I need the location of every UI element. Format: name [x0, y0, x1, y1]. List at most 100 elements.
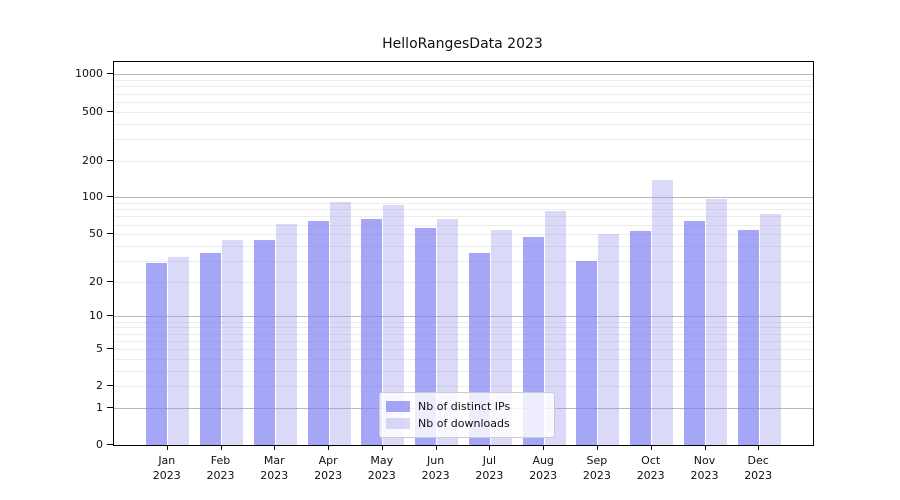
legend-label-downloads: Nb of downloads	[418, 417, 510, 430]
legend-label-distinct-ips: Nb of distinct IPs	[418, 400, 511, 413]
bar-nb-of-distinct-ips-may	[361, 219, 383, 445]
x-tick-mark-apr	[328, 446, 330, 450]
bar-nb-of-downloads-jul	[490, 230, 512, 445]
y-tick-label-2: 2	[96, 379, 103, 393]
grid-line-minor-300	[114, 138, 813, 140]
x-tick-mark-feb	[220, 446, 222, 450]
bar-nb-of-distinct-ips-feb	[200, 252, 221, 445]
y-tick-label-10: 10	[89, 309, 103, 323]
grid-line-major-100	[114, 197, 813, 199]
grid-line-minor-4	[114, 358, 813, 360]
grid-line-minor-90	[114, 203, 813, 204]
legend: Nb of distinct IPs Nb of downloads	[379, 392, 555, 438]
y-tick-mark-5	[107, 347, 113, 349]
x-tick-label-jan: Jan 2023	[137, 453, 197, 483]
legend-swatch-downloads	[386, 418, 410, 429]
x-tick-label-mar: Mar 2023	[244, 453, 304, 483]
x-tick-mark-may	[381, 446, 383, 450]
bar-nb-of-downloads-oct	[652, 179, 674, 445]
bar-nb-of-downloads-feb	[222, 239, 243, 445]
grid-line-minor-7	[114, 333, 813, 335]
grid-line-minor-80	[114, 209, 813, 211]
grid-line-minor-2	[114, 386, 813, 388]
grid-line-minor-9	[114, 321, 813, 323]
bar-nb-of-distinct-ips-oct	[630, 231, 652, 445]
x-tick-year-may: 2023	[367, 469, 396, 482]
grid-line-minor-8	[114, 327, 813, 329]
bar-nb-of-downloads-dec	[759, 214, 781, 445]
grid-line-major-10	[114, 316, 813, 318]
grid-line-minor-600	[114, 101, 813, 103]
bar-nb-of-distinct-ips-sep	[576, 260, 598, 445]
y-tick-label-5: 5	[96, 341, 103, 355]
y-tick-mark-1	[107, 406, 113, 408]
bar-nb-of-downloads-jun	[437, 218, 459, 445]
x-tick-year-mar: 2023	[260, 469, 289, 482]
x-tick-month-aug: Aug	[532, 454, 554, 467]
legend-item-distinct-ips: Nb of distinct IPs	[386, 398, 546, 415]
grid-line-minor-800	[114, 86, 813, 88]
x-tick-mark-mar	[274, 446, 276, 450]
x-tick-label-feb: Feb 2023	[191, 453, 251, 483]
y-tick-mark-50	[107, 233, 113, 235]
y-tick-label-50: 50	[89, 227, 103, 241]
y-tick-label-500: 500	[82, 104, 103, 118]
bar-nb-of-downloads-sep	[598, 234, 620, 445]
bar-nb-of-distinct-ips-jan	[146, 262, 168, 445]
x-tick-year-oct: 2023	[636, 469, 665, 482]
x-tick-month-jun: Jun	[427, 454, 445, 467]
bar-nb-of-downloads-nov	[706, 198, 727, 445]
y-tick-mark-500	[107, 110, 113, 112]
x-tick-label-jul: Jul 2023	[459, 453, 519, 483]
x-tick-month-oct: Oct	[641, 454, 661, 467]
bar-nb-of-downloads-may	[383, 204, 405, 445]
grid-line-minor-6	[114, 340, 813, 342]
grid-line-minor-40	[114, 245, 813, 247]
bar-nb-of-downloads-aug	[544, 210, 566, 445]
bar-nb-of-distinct-ips-dec	[737, 230, 759, 445]
x-tick-year-jan: 2023	[152, 469, 181, 482]
x-tick-mark-aug	[543, 446, 545, 450]
legend-swatch-distinct-ips	[386, 401, 410, 412]
grid-line-minor-700	[114, 93, 813, 95]
plot-area	[113, 61, 814, 446]
y-tick-mark-20	[107, 280, 113, 282]
x-tick-label-sep: Sep 2023	[567, 453, 627, 483]
bar-nb-of-downloads-jan	[168, 257, 190, 445]
y-tick-mark-10	[107, 315, 113, 317]
grid-line-minor-3	[114, 370, 813, 372]
x-tick-month-mar: Mar	[263, 454, 285, 467]
x-tick-month-may: May	[370, 454, 394, 467]
grid-line-minor-70	[114, 216, 813, 218]
y-tick-mark-0	[107, 444, 113, 445]
grid-line-minor-400	[114, 123, 813, 125]
grid-line-minor-900	[114, 80, 813, 81]
y-tick-label-100: 100	[82, 190, 103, 204]
x-tick-year-feb: 2023	[206, 469, 235, 482]
x-tick-year-sep: 2023	[582, 469, 611, 482]
bar-nb-of-distinct-ips-mar	[253, 239, 275, 445]
x-tick-label-may: May 2023	[352, 453, 412, 483]
y-tick-label-1000: 1000	[75, 67, 103, 81]
grid-line-minor-60	[114, 224, 813, 226]
y-tick-label-0: 0	[96, 438, 103, 451]
bar-nb-of-downloads-mar	[275, 223, 297, 445]
x-tick-year-aug: 2023	[529, 469, 558, 482]
x-tick-year-apr: 2023	[314, 469, 343, 482]
x-tick-mark-jun	[435, 446, 437, 450]
x-tick-mark-dec	[758, 446, 760, 450]
y-tick-label-1: 1	[96, 400, 103, 414]
grid-line-major-1000	[114, 74, 813, 76]
x-tick-label-jun: Jun 2023	[406, 453, 466, 483]
x-tick-year-nov: 2023	[690, 469, 719, 482]
y-tick-mark-100	[107, 196, 113, 198]
legend-item-downloads: Nb of downloads	[386, 415, 546, 432]
x-tick-month-dec: Dec	[747, 454, 769, 467]
x-tick-mark-jul	[489, 446, 491, 450]
x-tick-mark-jan	[166, 446, 168, 450]
grid-line-minor-50	[114, 234, 813, 236]
grid-line-minor-5	[114, 348, 813, 350]
x-tick-month-jan: Jan	[158, 454, 176, 467]
x-tick-month-feb: Feb	[210, 454, 231, 467]
y-tick-label-200: 200	[82, 153, 103, 167]
